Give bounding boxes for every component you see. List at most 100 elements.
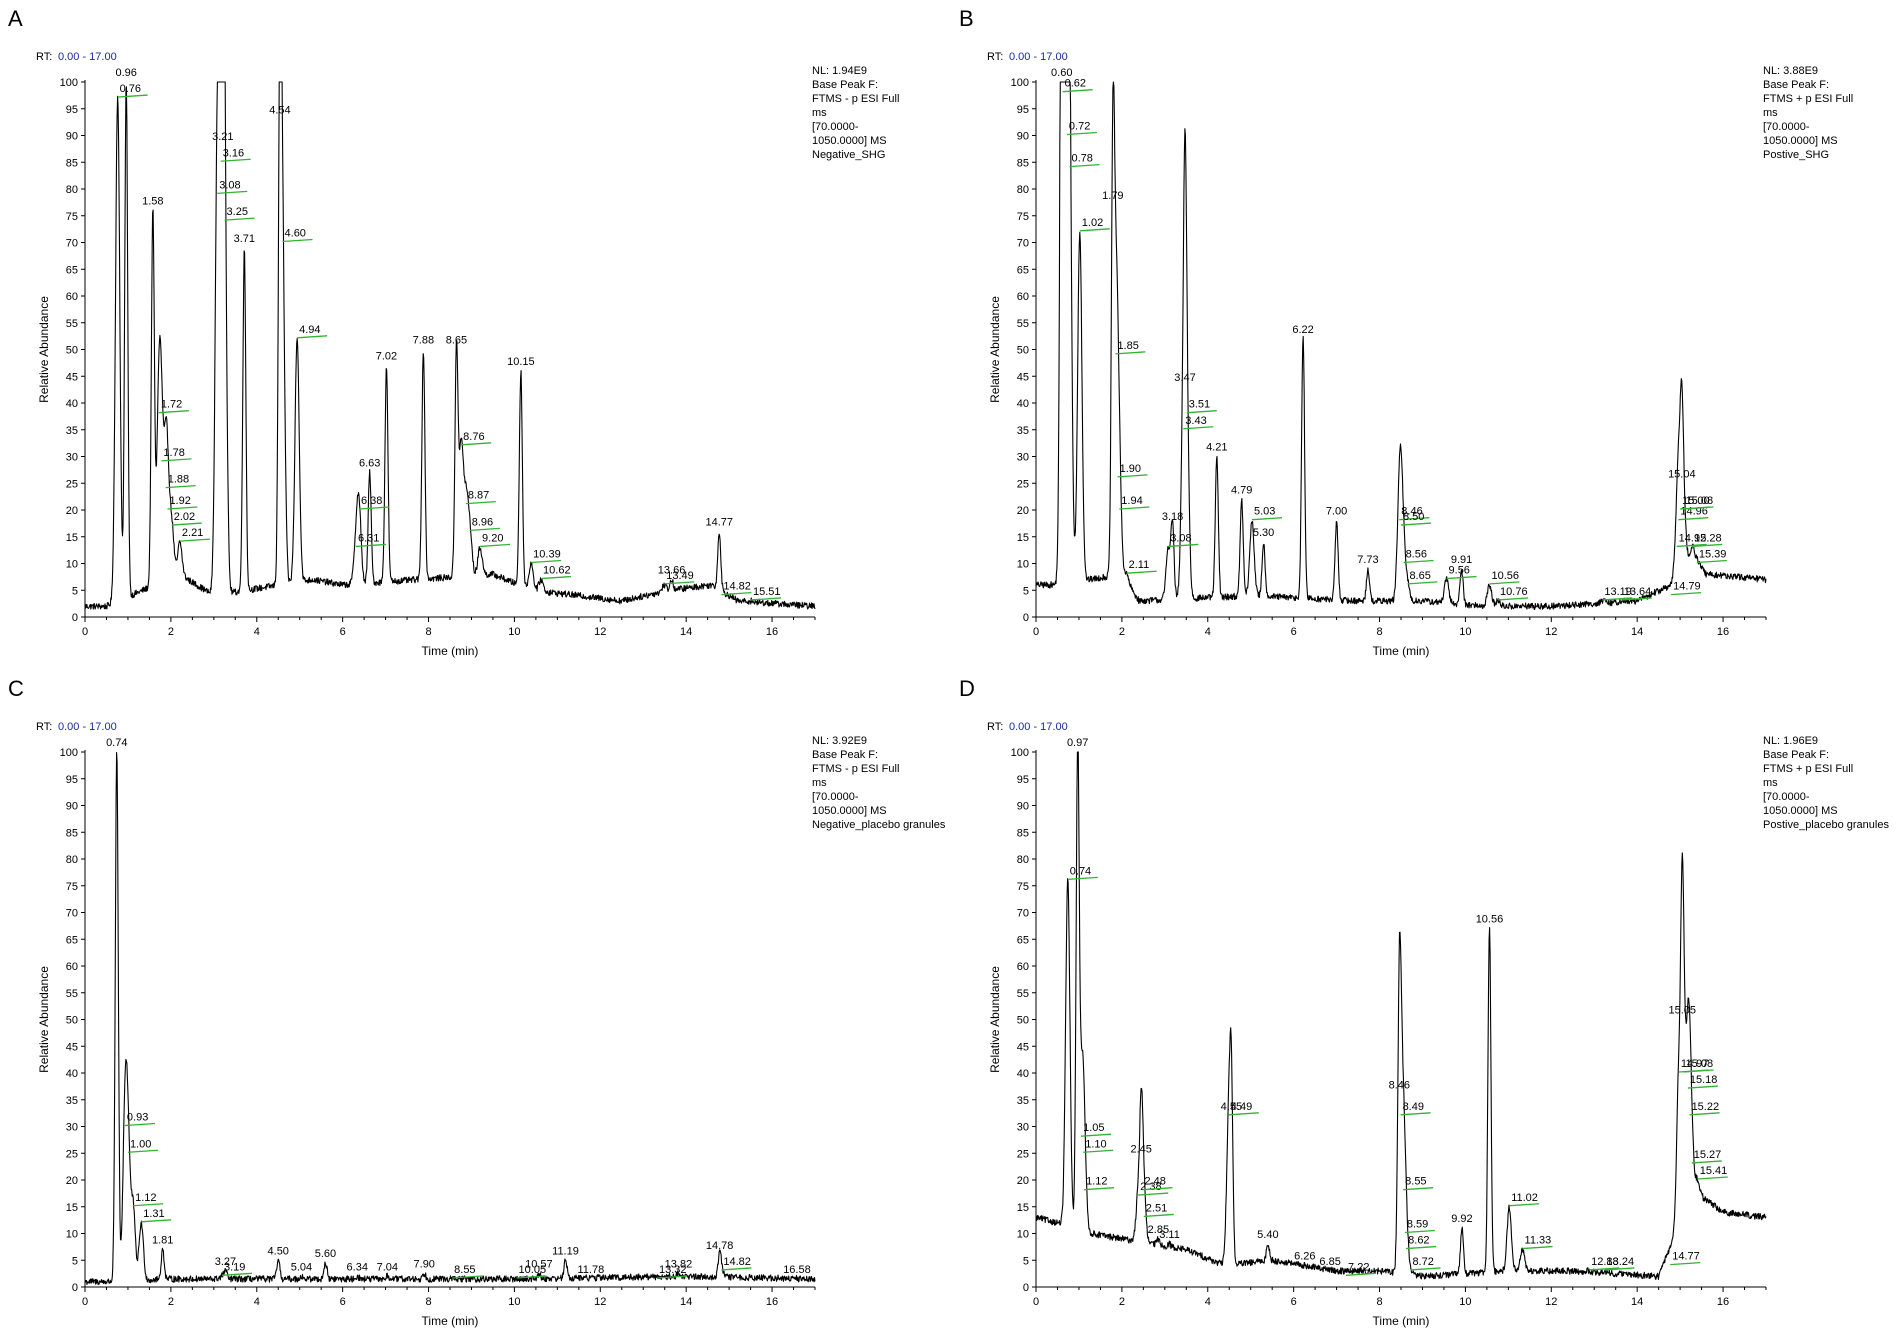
y-tick-label: 45	[66, 1041, 78, 1053]
y-tick-label: 85	[1017, 157, 1029, 169]
y-tick-label: 55	[66, 988, 78, 1000]
x-tick-label: 0	[82, 1296, 88, 1308]
peak-marker	[1062, 89, 1093, 93]
peak-marker	[1696, 559, 1727, 564]
peak-label: 7.88	[413, 335, 434, 347]
y-tick-label: 85	[1017, 827, 1029, 839]
info-line-3: ms	[812, 107, 827, 119]
peak-label: 1.90	[1120, 463, 1141, 475]
peak-label: 0.96	[116, 67, 137, 79]
peak-label: 0.74	[106, 737, 127, 749]
peak-marker	[141, 1219, 172, 1223]
peak-label: 15.05	[1668, 1005, 1696, 1017]
y-tick-label: 55	[1017, 988, 1029, 1000]
peak-label: 7.02	[376, 351, 397, 363]
panel-letter: C	[8, 676, 24, 701]
y-tick-label: 15	[66, 1202, 78, 1214]
peak-label: 10.56	[1491, 570, 1519, 582]
y-axis-title: Relative Abundance	[37, 296, 51, 403]
peak-label: 14.92	[1679, 532, 1707, 544]
peak-label: 9.91	[1451, 554, 1472, 566]
y-tick-label: 25	[1017, 1148, 1029, 1160]
x-tick-label: 12	[594, 626, 606, 638]
peak-marker	[516, 1275, 547, 1279]
peak-marker	[1407, 581, 1438, 585]
peak-marker	[1410, 1267, 1441, 1271]
peak-marker	[750, 597, 782, 601]
y-tick-label: 80	[1017, 854, 1029, 866]
peak-label: 14.97	[1681, 1058, 1709, 1070]
peak-label: 0.74	[1070, 865, 1091, 877]
peak-label: 3.47	[1174, 372, 1195, 384]
peak-label: 10.62	[543, 565, 571, 577]
y-tick-label: 45	[1017, 1041, 1029, 1053]
peak-marker	[1083, 1149, 1114, 1153]
y-tick-label: 55	[1017, 318, 1029, 330]
y-tick-label: 60	[66, 291, 78, 303]
peak-marker	[480, 543, 511, 548]
peak-label: 0.60	[1051, 67, 1072, 79]
peak-label: 1.02	[1082, 217, 1103, 229]
y-tick-label: 70	[1017, 908, 1029, 920]
peak-marker	[1446, 575, 1477, 580]
peak-marker	[1251, 517, 1283, 521]
peak-label: 8.87	[468, 490, 489, 502]
info-line-6: Negative_placebo granules	[812, 819, 946, 831]
info-line-4: [70.0000-	[812, 791, 859, 803]
peak-label: 13.66	[658, 565, 686, 577]
peak-marker	[127, 1149, 158, 1153]
peak-label: 1.10	[1085, 1138, 1106, 1150]
y-tick-label: 10	[1017, 1229, 1029, 1241]
peak-label: 1.78	[163, 447, 184, 459]
peak-marker	[1400, 1112, 1431, 1116]
y-tick-label: 75	[66, 211, 78, 223]
peak-label: 11.78	[577, 1264, 604, 1276]
y-tick-label: 75	[1017, 881, 1029, 893]
x-tick-label: 12	[594, 1296, 606, 1308]
peak-marker	[1142, 1187, 1173, 1191]
x-tick-label: 2	[168, 626, 174, 638]
y-tick-label: 20	[1017, 505, 1029, 517]
peak-marker	[721, 591, 752, 596]
peak-marker	[452, 1275, 483, 1279]
x-tick-label: 14	[680, 1296, 692, 1308]
peak-marker	[1186, 410, 1217, 414]
peak-marker	[531, 559, 562, 564]
peak-label: 15.22	[1692, 1101, 1720, 1113]
peak-label: 3.11	[1159, 1229, 1180, 1241]
y-tick-label: 100	[1011, 747, 1029, 759]
x-tick-label: 14	[1631, 1296, 1643, 1308]
peak-label: 2.02	[174, 511, 195, 523]
info-line-0: NL: 3.88E9	[1763, 65, 1818, 77]
y-tick-label: 80	[66, 854, 78, 866]
peak-marker	[221, 1272, 253, 1276]
peak-label: 11.19	[552, 1245, 579, 1257]
y-tick-label: 100	[60, 747, 78, 759]
y-tick-label: 0	[72, 612, 78, 624]
peak-label: 1.92	[169, 495, 190, 507]
x-tick-label: 2	[168, 1296, 174, 1308]
y-tick-label: 65	[66, 264, 78, 276]
y-tick-label: 65	[1017, 934, 1029, 946]
peak-label: 2.21	[182, 527, 203, 539]
y-tick-label: 80	[1017, 184, 1029, 196]
peak-label: 1.00	[130, 1138, 151, 1150]
peak-label: 15.08	[1686, 495, 1714, 507]
peak-label: 8.62	[1408, 1235, 1429, 1247]
peak-marker	[1404, 1229, 1435, 1234]
x-tick-label: 2	[1119, 626, 1125, 638]
y-axis-title: Relative Abundance	[988, 966, 1002, 1073]
x-tick-label: 8	[425, 1296, 431, 1308]
peak-marker	[1683, 506, 1714, 510]
peak-marker	[656, 1275, 688, 1279]
panel-letter: D	[959, 676, 975, 701]
y-tick-label: 5	[1023, 585, 1029, 597]
peak-marker	[358, 506, 390, 510]
peak-label: 15.08	[1686, 1058, 1714, 1070]
y-tick-label: 10	[66, 559, 78, 571]
peak-label: 9.92	[1451, 1213, 1472, 1225]
peak-label: 3.21	[212, 131, 233, 143]
peak-label: 1.12	[135, 1192, 156, 1204]
peak-label: 8.76	[463, 431, 484, 443]
rt-label: RT:	[36, 721, 52, 733]
